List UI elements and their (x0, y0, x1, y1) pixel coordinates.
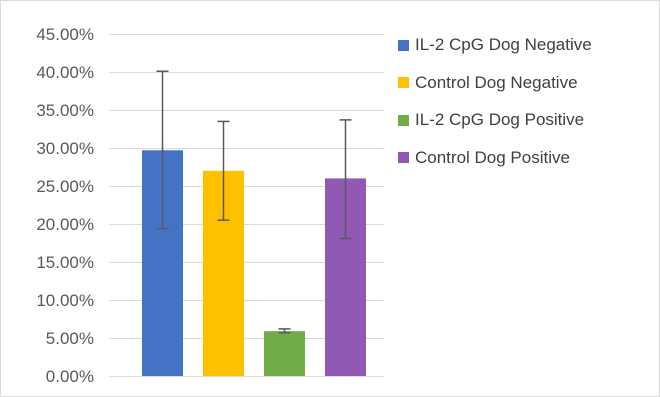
legend-label: Control Dog Negative (415, 72, 578, 92)
y-tick-label: 30.00% (36, 139, 94, 158)
legend-swatch (398, 77, 409, 88)
legend-item: IL-2 CpG Dog Positive (398, 109, 653, 131)
y-tick-label: 20.00% (36, 215, 94, 234)
bar-chart: 0.00% 5.00% 10.00% 15.00% 20.00% 25.00% 30.00%… (36, 25, 384, 386)
y-tick-label: 25.00% (36, 177, 94, 196)
legend-swatch (398, 152, 409, 163)
legend-item: Control Dog Positive (398, 147, 653, 169)
y-tick-label: 5.00% (46, 329, 94, 348)
y-tick-label: 35.00% (36, 101, 94, 120)
legend-swatch (398, 114, 409, 126)
legend-label: Control Dog Positive (415, 147, 570, 167)
y-tick-label: 10.00% (36, 291, 94, 310)
legend-item: Control Dog Negative (398, 72, 653, 94)
error-bars (156, 70, 352, 334)
y-tick-label: 15.00% (36, 253, 94, 272)
legend-label: IL-2 CpG Dog Positive (415, 110, 585, 129)
legend: IL-2 CpG Dog Negative Control Dog Negati… (398, 34, 653, 184)
legend-label: IL-2 CpG Dog Negative (415, 35, 592, 54)
y-tick-label: 40.00% (36, 63, 94, 82)
legend-swatch (398, 39, 409, 51)
legend-item: IL-2 CpG Dog Negative (398, 34, 653, 56)
bar (264, 331, 305, 376)
y-tick-label: 45.00% (36, 25, 94, 44)
y-tick-label: 0.00% (46, 367, 94, 386)
y-axis-tick-labels: 0.00% 5.00% 10.00% 15.00% 20.00% 25.00% 30.00%… (36, 25, 94, 386)
bars (142, 150, 366, 376)
